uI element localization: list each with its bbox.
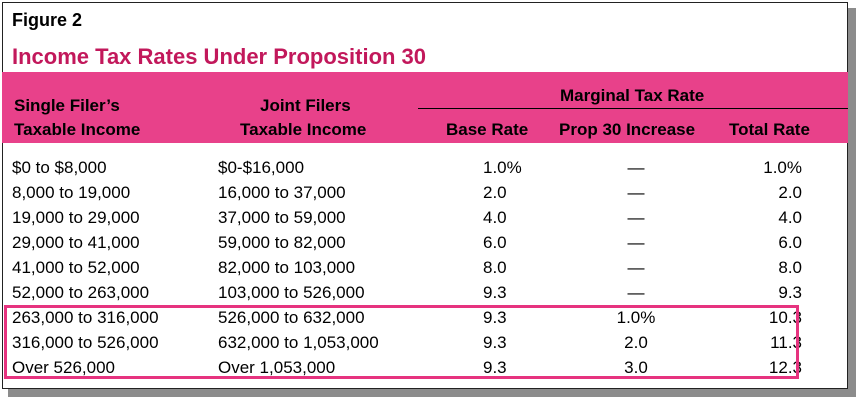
single-income-cell: 263,000 to 316,000 [12, 308, 159, 327]
total-rate-cell: 4.0 [778, 208, 802, 227]
total-rate-cell: 10.3 [768, 308, 802, 327]
single-income-cell: $0 to $8,000 [12, 158, 107, 177]
base-rate-cell: 9.3 [483, 283, 507, 302]
header-single-line2: Taxable Income [14, 120, 141, 139]
table-row: Over 526,000 Over 1,053,000 9.3 3.0 12.3 [0, 355, 860, 380]
joint-income-cell: 37,000 to 59,000 [218, 208, 346, 227]
single-income-cell: 316,000 to 526,000 [12, 333, 159, 352]
table-row: 263,000 to 316,000 526,000 to 632,000 9.3 1… [0, 305, 860, 330]
single-income-cell: 41,000 to 52,000 [12, 258, 140, 277]
figure-card [2, 2, 848, 389]
base-rate-cell: 9.3 [483, 358, 507, 377]
table-row: 19,000 to 29,000 37,000 to 59,000 4.0 — 4.0 [0, 205, 860, 230]
single-income-cell: 19,000 to 29,000 [12, 208, 140, 227]
header-group-rule [418, 108, 848, 109]
base-rate-cell: 9.3 [483, 333, 507, 352]
figure-title: Income Tax Rates Under Proposition 30 [12, 44, 427, 69]
prop30-increase-cell: 1.0% [616, 308, 656, 327]
total-rate-cell: 2.0 [778, 183, 802, 202]
total-rate-cell: 8.0 [778, 258, 802, 277]
highlight-box [4, 305, 799, 379]
prop30-increase-cell: — [627, 283, 645, 302]
base-rate-cell: 6.0 [483, 233, 507, 252]
total-rate-cell: 12.3 [768, 358, 802, 377]
joint-income-cell: 59,000 to 82,000 [218, 233, 346, 252]
header-joint-line1: Joint Filers [260, 96, 351, 115]
prop30-increase-cell: — [627, 208, 645, 227]
joint-income-cell: 632,000 to 1,053,000 [218, 333, 379, 352]
prop30-increase-cell: 2.0 [624, 333, 648, 352]
total-rate-cell: 9.3 [778, 283, 802, 302]
table-row: 316,000 to 526,000 632,000 to 1,053,000 9.… [0, 330, 860, 355]
single-income-cell: Over 526,000 [12, 358, 116, 377]
table-row: 41,000 to 52,000 82,000 to 103,000 8.0 — 8.0 [0, 255, 860, 280]
prop30-increase-cell: 3.0 [624, 358, 648, 377]
header-prop30-increase: Prop 30 Increase [559, 120, 696, 139]
header-joint-line2: Taxable Income [240, 120, 367, 139]
table-row: $0 to $8,000 $0-$16,000 1.0% — 1.0% [0, 155, 860, 180]
header-base-rate: Base Rate [446, 120, 529, 139]
joint-income-cell: $0-$16,000 [218, 158, 305, 177]
header-marginal-group: Marginal Tax Rate [560, 86, 705, 105]
base-rate-cell: 8.0 [483, 258, 507, 277]
prop30-increase-cell: — [627, 158, 645, 177]
base-rate-cell: 4.0 [483, 208, 507, 227]
joint-income-cell: 16,000 to 37,000 [218, 183, 346, 202]
joint-income-cell: 103,000 to 526,000 [218, 283, 365, 302]
header-single-line1: Single Filer’s [14, 96, 120, 115]
table-header [2, 72, 848, 143]
table-row: 29,000 to 41,000 59,000 to 82,000 6.0 — 6.0 [0, 230, 860, 255]
joint-income-cell: 82,000 to 103,000 [218, 258, 356, 277]
joint-income-cell: Over 1,053,000 [218, 358, 336, 377]
base-rate-cell: 2.0 [483, 183, 507, 202]
header-total-rate: Total Rate [729, 120, 810, 139]
single-income-cell: 29,000 to 41,000 [12, 233, 140, 252]
figure-label: Figure 2 [12, 10, 83, 30]
prop30-increase-cell: — [627, 183, 645, 202]
joint-income-cell: 526,000 to 632,000 [218, 308, 365, 327]
prop30-increase-cell: — [627, 258, 645, 277]
single-income-cell: 52,000 to 263,000 [12, 283, 150, 302]
total-rate-cell: 6.0 [778, 233, 802, 252]
table-row: 8,000 to 19,000 16,000 to 37,000 2.0 — 2.0 [0, 180, 860, 205]
single-income-cell: 8,000 to 19,000 [12, 183, 131, 202]
total-rate-cell: 1.0% [763, 158, 802, 177]
table-row: 52,000 to 263,000 103,000 to 526,000 9.3 — 9… [0, 280, 860, 305]
base-rate-cell: 1.0% [483, 158, 522, 177]
base-rate-cell: 9.3 [483, 308, 507, 327]
prop30-increase-cell: — [627, 233, 645, 252]
total-rate-cell: 11.3 [770, 333, 802, 352]
